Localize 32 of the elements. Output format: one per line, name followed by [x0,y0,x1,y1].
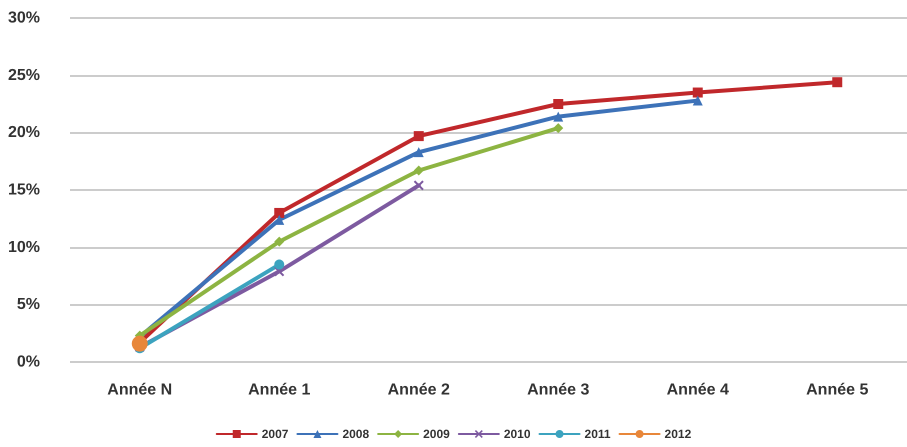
x-tick-label: Année 2 [388,382,450,398]
y-tick-label: 15% [8,182,40,198]
y-tick-label: 0% [16,354,40,370]
point [832,77,842,88]
point [274,236,284,247]
y-tick-label: 30% [8,10,40,26]
point [414,180,424,190]
x-tick-label: Année N [107,382,172,398]
x-tick-label: Année 4 [666,382,729,398]
legend-label: 2008 [342,427,370,441]
point [274,208,284,218]
x-tick-label: Année 5 [806,382,868,398]
legend-label: 2011 [584,427,611,441]
point [274,260,284,270]
point [414,147,424,158]
y-tick-label: 10% [8,238,40,256]
legend-label: 2012 [664,427,692,441]
x-tick-label: Année 3 [527,382,590,398]
legend-label: 2010 [504,427,531,441]
point [553,99,564,109]
point [692,88,703,98]
point [692,96,703,106]
point [414,166,424,176]
legend-label: 2007 [262,427,289,441]
point [553,112,564,122]
y-tick-label: 5% [16,296,40,314]
point [553,123,564,134]
y-tick-label: 25% [8,66,40,84]
point [414,131,424,142]
x-tick-label: Année 1 [248,382,310,398]
y-tick-label: 20% [8,124,40,142]
legend-label: 2009 [423,427,450,441]
